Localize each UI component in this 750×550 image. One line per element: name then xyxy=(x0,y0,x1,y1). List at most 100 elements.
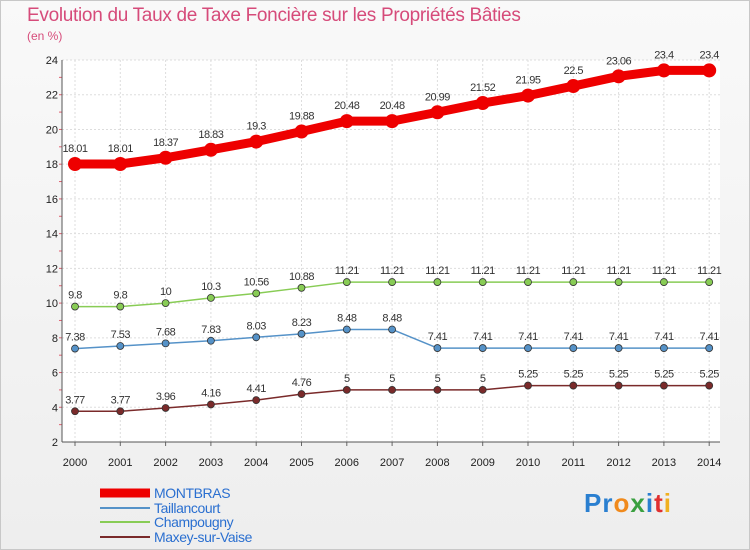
data-label: 19.88 xyxy=(289,111,314,123)
data-label: 4.41 xyxy=(246,383,266,395)
data-label: 21.52 xyxy=(470,82,495,94)
data-point xyxy=(705,381,714,390)
legend-label: MONTBRAS xyxy=(154,485,230,501)
data-point xyxy=(569,278,578,286)
y-tick-label: 4 xyxy=(52,402,58,414)
data-point xyxy=(116,407,125,416)
data-point xyxy=(388,278,397,286)
data-label: 18.37 xyxy=(153,137,178,149)
data-point xyxy=(611,69,626,84)
x-tick-label: 2006 xyxy=(335,457,359,469)
data-label: 5 xyxy=(344,373,350,385)
data-point xyxy=(161,339,170,348)
data-point xyxy=(475,96,490,111)
data-point xyxy=(660,344,668,352)
x-tick-label: 2009 xyxy=(470,457,494,469)
data-label: 7.83 xyxy=(201,324,221,336)
data-label: 7.41 xyxy=(473,331,493,343)
y-tick-label: 24 xyxy=(46,55,58,67)
data-point xyxy=(566,79,581,94)
data-label: 7.38 xyxy=(65,332,85,344)
data-point xyxy=(203,142,218,157)
y-tick-label: 16 xyxy=(46,194,58,206)
data-label: 21.95 xyxy=(515,75,540,87)
data-label: 8.48 xyxy=(382,312,402,324)
data-label: 7.41 xyxy=(518,331,538,343)
data-label: 10.3 xyxy=(201,281,221,293)
data-point xyxy=(705,278,714,286)
data-point xyxy=(294,124,309,139)
data-label: 20.48 xyxy=(334,100,359,112)
data-point xyxy=(656,63,671,78)
data-point xyxy=(524,278,532,286)
legend-label: Maxey-sur-Vaise xyxy=(154,529,253,545)
data-label: 5.25 xyxy=(699,369,719,381)
proxiti-logo: Proxiti xyxy=(584,488,672,518)
data-point xyxy=(206,293,215,302)
data-point xyxy=(614,278,623,286)
x-tick-label: 2008 xyxy=(425,457,449,469)
data-point xyxy=(339,114,354,129)
data-label: 10 xyxy=(160,286,172,298)
data-point xyxy=(433,278,442,286)
y-tick-label: 20 xyxy=(46,124,58,136)
data-point xyxy=(524,381,532,390)
data-label: 5 xyxy=(480,373,486,385)
data-point xyxy=(249,134,264,149)
data-label: 7.41 xyxy=(699,331,719,343)
data-label: 18.01 xyxy=(108,143,133,155)
data-point xyxy=(705,344,714,352)
data-label: 23.4 xyxy=(654,49,674,61)
data-point xyxy=(478,386,487,394)
x-tick-label: 2000 xyxy=(63,457,87,469)
x-tick-label: 2003 xyxy=(199,457,223,469)
data-point xyxy=(342,278,351,286)
data-point xyxy=(614,381,623,390)
data-label: 20.99 xyxy=(425,91,450,103)
data-label: 3.77 xyxy=(111,394,131,406)
data-point xyxy=(524,344,532,352)
data-label: 23.4 xyxy=(699,49,719,61)
data-label: 9.8 xyxy=(113,290,127,302)
x-tick-label: 2011 xyxy=(561,457,585,469)
data-point xyxy=(71,302,79,311)
data-label: 11.21 xyxy=(652,265,677,277)
legend-label: Champougny xyxy=(154,514,234,530)
data-label: 18.83 xyxy=(198,129,223,141)
data-label: 7.41 xyxy=(564,331,584,343)
data-label: 18.01 xyxy=(62,143,87,155)
data-point xyxy=(702,63,717,78)
y-tick-label: 22 xyxy=(46,90,58,102)
data-point xyxy=(297,329,306,338)
data-label: 7.53 xyxy=(111,329,131,341)
data-label: 8.23 xyxy=(292,317,312,329)
data-label: 22.5 xyxy=(564,65,584,77)
x-tick-label: 2002 xyxy=(153,457,177,469)
data-label: 10.56 xyxy=(244,276,269,288)
chart-title: Evolution du Taux de Taxe Foncière sur l… xyxy=(27,5,521,26)
data-label: 19.3 xyxy=(246,121,266,133)
y-tick-label: 12 xyxy=(46,263,58,275)
x-tick-label: 2004 xyxy=(244,457,268,469)
data-label: 20.48 xyxy=(380,100,405,112)
data-label: 4.16 xyxy=(201,387,221,399)
data-label: 9.8 xyxy=(68,290,82,302)
data-label: 7.41 xyxy=(654,331,674,343)
y-tick-label: 14 xyxy=(46,229,58,241)
data-label: 11.21 xyxy=(561,265,586,277)
data-point xyxy=(388,325,397,334)
data-point xyxy=(116,302,125,311)
data-point xyxy=(478,344,487,352)
data-point xyxy=(71,407,79,416)
y-tick-label: 6 xyxy=(52,368,58,380)
data-label: 5.25 xyxy=(564,369,584,381)
data-point xyxy=(569,344,578,352)
data-label: 5.25 xyxy=(518,369,538,381)
data-point xyxy=(297,283,306,292)
data-point xyxy=(297,390,306,398)
data-point xyxy=(660,381,668,390)
data-point xyxy=(252,333,261,342)
data-label: 4.76 xyxy=(292,377,312,389)
data-label: 8.03 xyxy=(246,320,266,332)
data-point xyxy=(388,386,397,394)
